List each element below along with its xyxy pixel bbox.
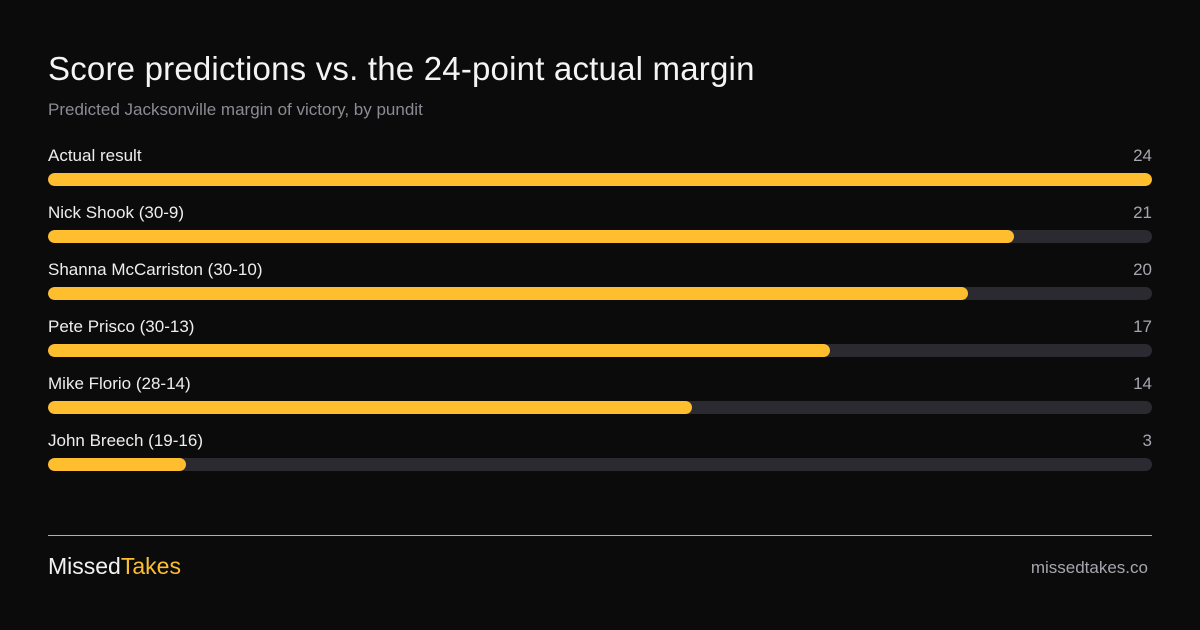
bar-chart: Actual result 24 Nick Shook (30-9) 21 Shanna… bbox=[48, 145, 1152, 487]
chart-title: Score predictions vs. the 24-point actua… bbox=[48, 50, 755, 87]
bar-label: Pete Prisco (30-13) bbox=[48, 317, 195, 336]
bar-row: John Breech (19-16) 3 bbox=[48, 430, 1152, 487]
bar-track bbox=[48, 344, 1152, 357]
bar-row: Mike Florio (28-14) 14 bbox=[48, 373, 1152, 430]
brand-name-part1: Missed bbox=[48, 553, 121, 579]
bar-label: Nick Shook (30-9) bbox=[48, 203, 185, 222]
brand-name-part2: Takes bbox=[120, 553, 181, 579]
bar-label: Mike Florio (28-14) bbox=[48, 374, 191, 393]
site-url[interactable]: missedtakes.co bbox=[1030, 558, 1148, 577]
bar-label: John Breech (19-16) bbox=[48, 431, 203, 450]
bar-row: Actual result 24 bbox=[48, 145, 1152, 202]
footer-divider bbox=[48, 535, 1152, 536]
data-label: 14 bbox=[1133, 374, 1152, 393]
bar-label: Shanna McCarriston (30-10) bbox=[48, 260, 263, 279]
bar-track bbox=[48, 287, 1152, 300]
bar bbox=[48, 230, 1014, 243]
bar-row: Nick Shook (30-9) 21 bbox=[48, 202, 1152, 259]
bar bbox=[48, 401, 692, 414]
data-label: 21 bbox=[1133, 203, 1152, 222]
data-label: 24 bbox=[1133, 146, 1152, 165]
bar bbox=[48, 344, 830, 357]
data-label: 20 bbox=[1133, 260, 1152, 279]
bar-label: Actual result bbox=[48, 146, 142, 165]
bar bbox=[48, 173, 1152, 186]
data-label: 17 bbox=[1133, 317, 1152, 336]
bar-track bbox=[48, 458, 1152, 471]
data-label: 3 bbox=[1142, 431, 1152, 450]
brand-logo: MissedTakes bbox=[48, 553, 181, 580]
bar-track bbox=[48, 230, 1152, 243]
bar-track bbox=[48, 401, 1152, 414]
chart-subtitle: Predicted Jacksonville margin of victory… bbox=[48, 100, 423, 119]
bar-track bbox=[48, 173, 1152, 186]
bar bbox=[48, 458, 186, 471]
bar bbox=[48, 287, 968, 300]
bar-row: Pete Prisco (30-13) 17 bbox=[48, 316, 1152, 373]
bar-row: Shanna McCarriston (30-10) 20 bbox=[48, 259, 1152, 316]
